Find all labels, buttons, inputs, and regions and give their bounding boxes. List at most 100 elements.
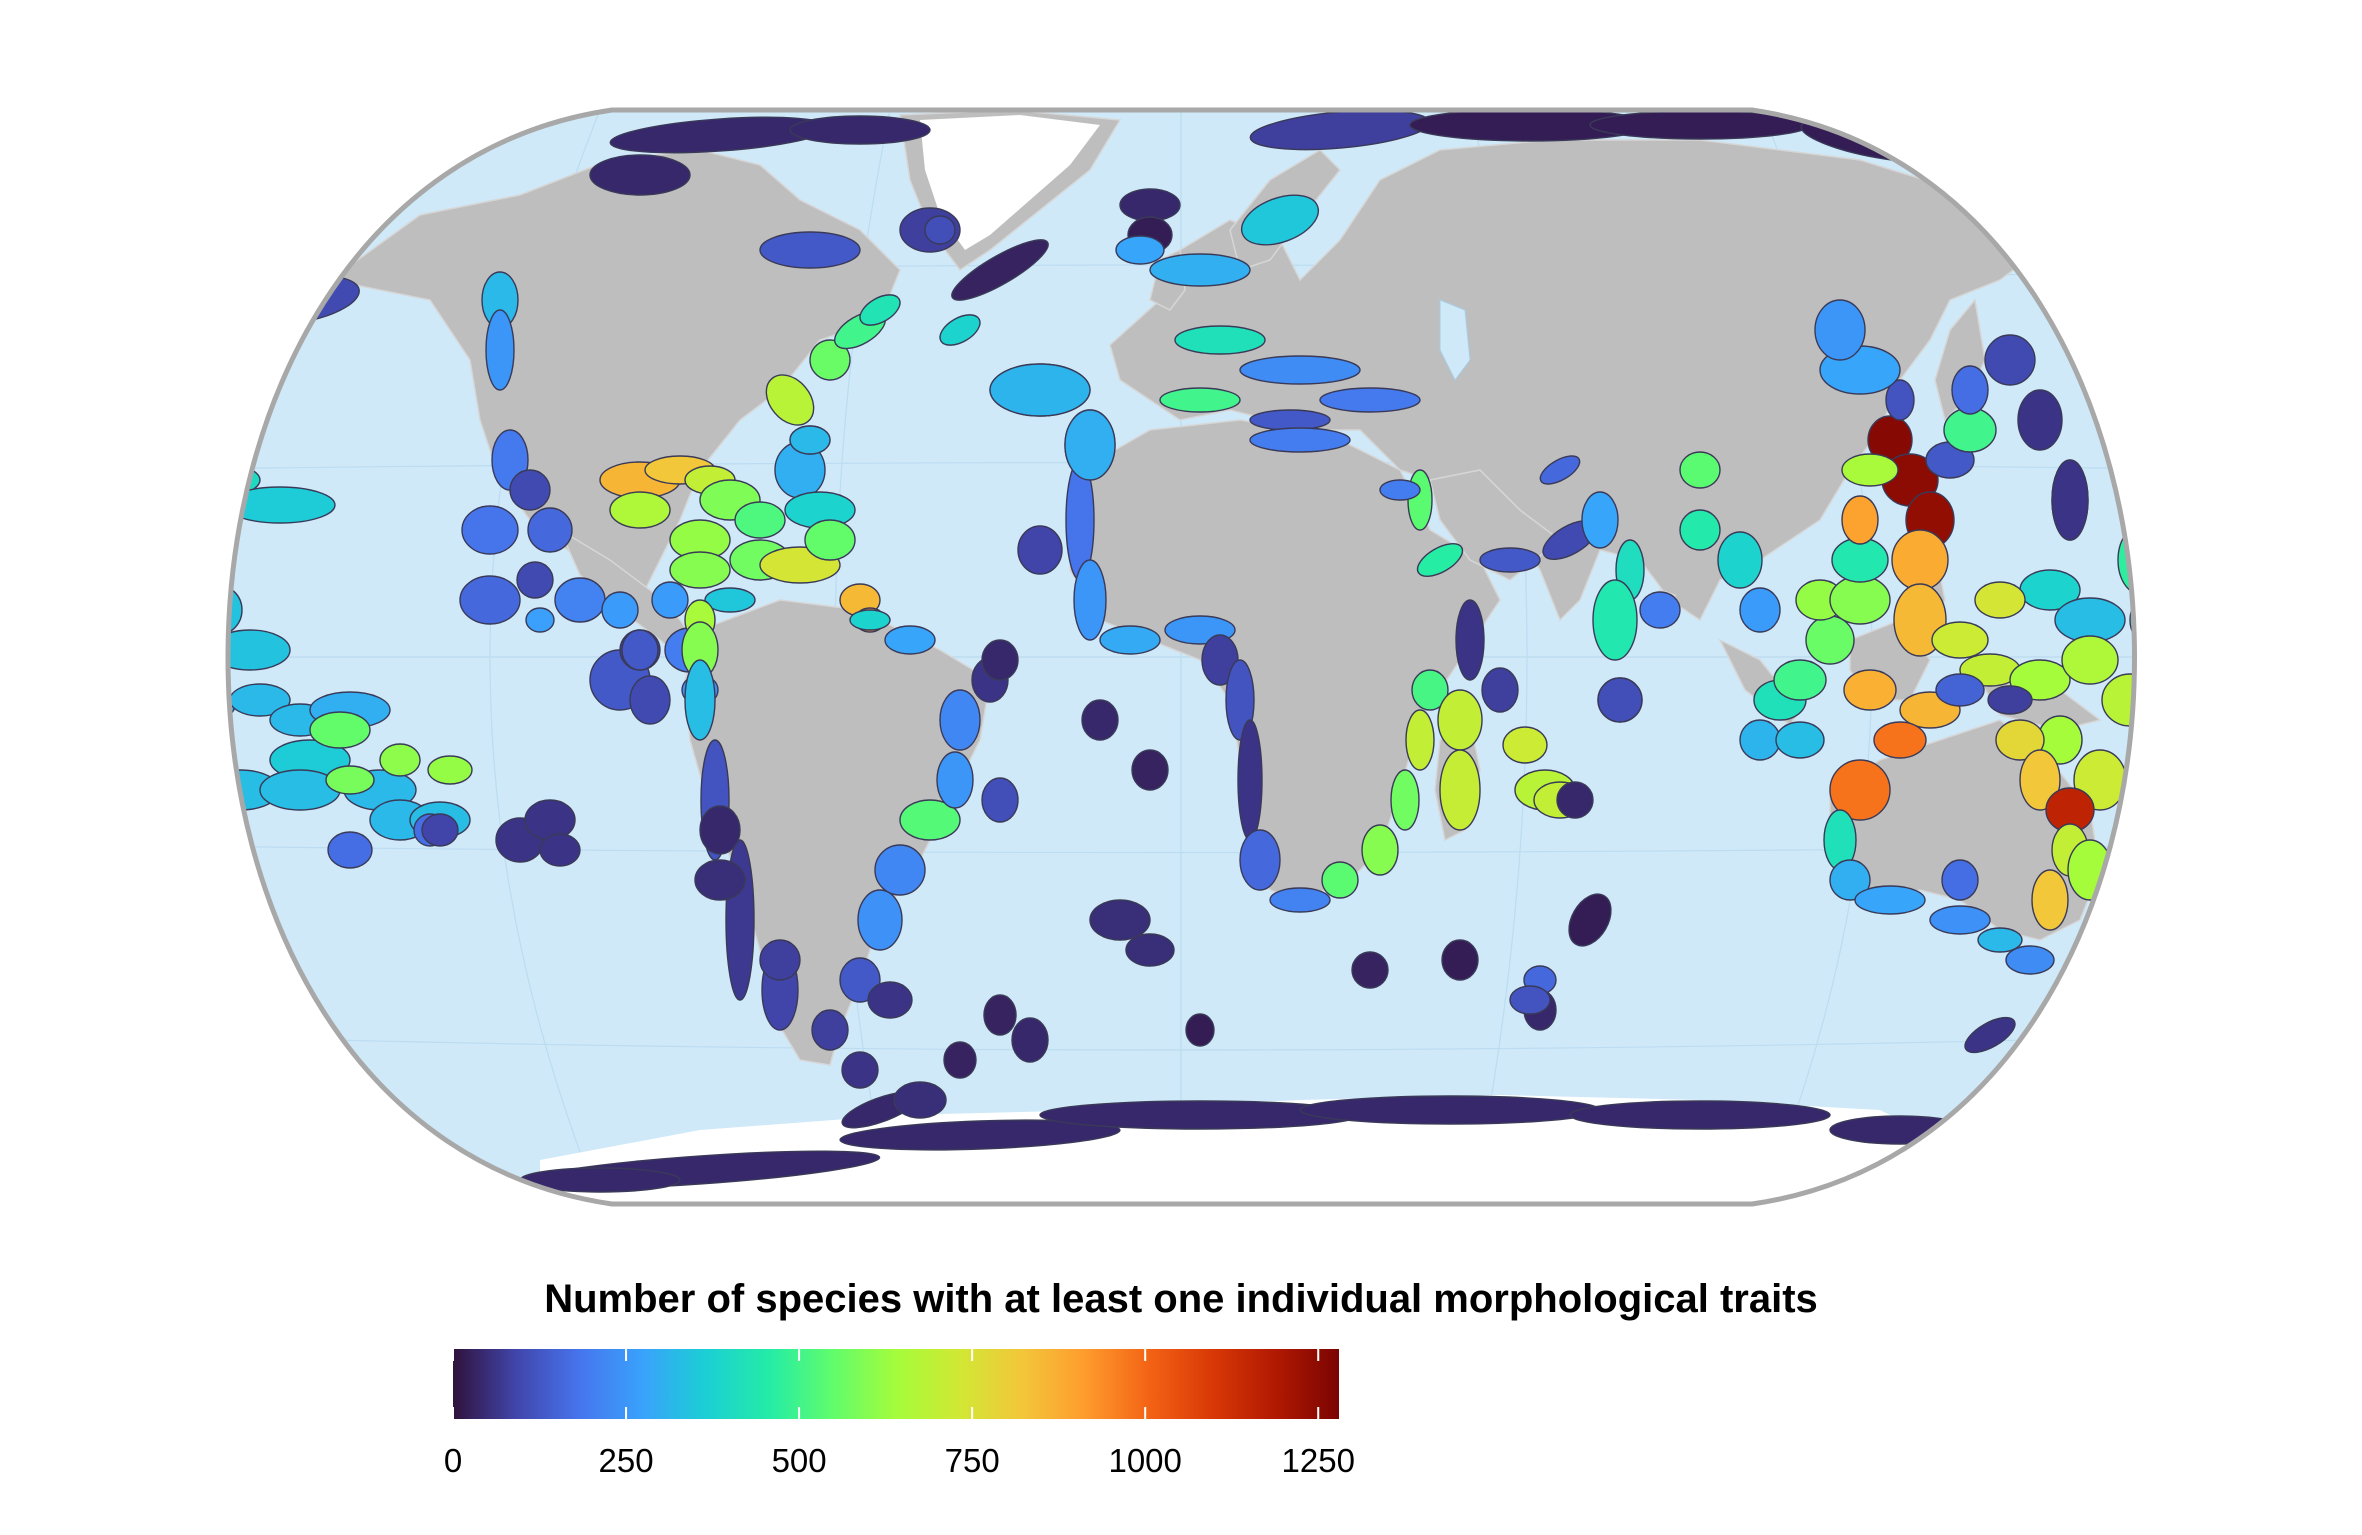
ecoregion-polygon xyxy=(1239,355,1361,385)
ecoregion-polygon xyxy=(1502,726,1548,764)
ecoregion-polygon xyxy=(485,309,515,391)
ecoregion-polygon xyxy=(874,844,926,896)
ecoregion-polygon xyxy=(989,363,1091,417)
ecoregion-polygon xyxy=(924,215,956,245)
ecoregion-polygon xyxy=(2138,776,2182,824)
ecoregion-polygon xyxy=(2164,708,2216,752)
ecoregion-polygon xyxy=(1987,685,2033,715)
colorbar-tick-label: 500 xyxy=(772,1442,827,1479)
ecoregion-polygon xyxy=(839,1119,1121,1151)
ecoregion-polygon xyxy=(160,696,200,724)
ecoregion-polygon xyxy=(1089,899,1151,941)
ecoregion-polygon xyxy=(694,859,746,901)
ecoregion-polygon xyxy=(1597,677,1643,723)
ecoregion-polygon xyxy=(1539,455,1581,485)
ecoregion-polygon xyxy=(981,777,1019,823)
colorbar-tick-label: 750 xyxy=(945,1442,1000,1479)
ecoregion-polygon xyxy=(379,743,421,777)
ecoregion-polygon xyxy=(943,1041,977,1079)
ecoregion-polygon xyxy=(2061,635,2119,685)
ecoregion-polygon xyxy=(1775,721,1825,759)
ecoregion-polygon xyxy=(1964,1016,2016,1054)
ecoregion-polygon xyxy=(1099,625,1161,655)
ecoregion-polygon xyxy=(427,755,473,785)
ecoregion-polygon xyxy=(1481,667,1519,713)
ecoregion-polygon xyxy=(1931,621,1989,659)
ecoregion-polygon xyxy=(1351,951,1389,989)
ecoregion-polygon xyxy=(1995,719,2045,761)
ecoregion-polygon xyxy=(981,639,1019,681)
ecoregion-polygon xyxy=(1379,479,1421,501)
ecoregion-polygon xyxy=(1125,933,1175,967)
ecoregion-polygon xyxy=(589,154,691,196)
ecoregion-polygon xyxy=(1773,659,1827,701)
ecoregion-polygon xyxy=(2180,844,2220,876)
ecoregion-polygon xyxy=(1941,859,1979,901)
ecoregion-polygon xyxy=(609,491,671,529)
ecoregion-polygon xyxy=(1829,575,1891,625)
ecoregion-polygon xyxy=(939,314,981,346)
ecoregion-polygon xyxy=(951,239,1049,301)
colorbar-tick-label: 1000 xyxy=(1108,1442,1181,1479)
ecoregion-polygon xyxy=(509,469,551,511)
ecoregions xyxy=(130,110,2230,1193)
ecoregion-polygon xyxy=(327,831,373,869)
ecoregion-polygon xyxy=(160,518,200,562)
ecoregion-polygon xyxy=(1974,581,2026,619)
ecoregion-polygon xyxy=(759,231,861,269)
ecoregion-polygon xyxy=(1592,579,1638,661)
ecoregion-polygon xyxy=(1321,861,1359,899)
ecoregion-polygon xyxy=(859,294,901,326)
ecoregion-polygon xyxy=(2032,175,2108,265)
ecoregion-polygon xyxy=(1509,985,1551,1015)
ecoregion-polygon xyxy=(228,629,291,671)
ecoregion-polygon xyxy=(459,575,521,625)
ecoregion-polygon xyxy=(309,711,371,749)
ecoregion-polygon xyxy=(789,425,831,455)
ecoregion-polygon xyxy=(1081,699,1119,741)
ecoregion-polygon xyxy=(1319,387,1421,413)
ecoregion-polygon xyxy=(789,115,931,145)
ecoregion-polygon xyxy=(1951,365,1989,415)
ecoregion-polygon xyxy=(1131,749,1169,791)
ecoregion-polygon xyxy=(1439,749,1481,831)
ecoregion-polygon xyxy=(1829,759,1891,821)
ecoregion-polygon xyxy=(1017,525,1063,575)
ecoregion-polygon xyxy=(130,652,210,688)
ecoregion-polygon xyxy=(734,501,786,539)
ecoregion-polygon xyxy=(1829,859,1871,901)
ecoregion-polygon xyxy=(1854,885,1926,915)
ecoregion-polygon xyxy=(2031,869,2069,931)
ecoregion-polygon xyxy=(2170,654,2230,706)
ecoregion-polygon xyxy=(1249,427,1351,453)
ecoregion-polygon xyxy=(983,994,1017,1036)
ecoregion-polygon xyxy=(1269,887,1331,913)
ecoregion-polygon xyxy=(2129,589,2135,651)
legend-title: Number of species with at least one indi… xyxy=(544,1277,1818,1321)
ecoregion-polygon xyxy=(539,833,581,867)
ecoregion-polygon xyxy=(867,981,913,1019)
ecoregion-polygon xyxy=(525,607,555,633)
new-zealand xyxy=(2118,878,2135,971)
ecoregion-polygon xyxy=(1829,1115,1971,1145)
ecoregion-polygon xyxy=(1639,591,1681,629)
ecoregion-polygon xyxy=(1185,1013,1215,1047)
ecoregion-polygon xyxy=(1239,829,1281,891)
colorbar-ticks: 0 250 500 750 1000 1250 xyxy=(444,1349,1355,1479)
ecoregion-polygon xyxy=(601,591,639,629)
ecoregion-polygon xyxy=(1841,495,1879,545)
ecoregion-polygon xyxy=(1437,689,1483,751)
ecoregion-polygon xyxy=(1225,659,1255,741)
ecoregion-polygon xyxy=(1405,709,1435,771)
ecoregion-polygon xyxy=(893,1081,947,1119)
ecoregion-polygon xyxy=(2132,857,2188,903)
ecoregion-polygon xyxy=(936,751,974,809)
ecoregion-polygon xyxy=(884,625,936,655)
ecoregion-polygon xyxy=(1935,673,1985,707)
ecoregion-polygon xyxy=(2109,179,2135,241)
ecoregion-polygon xyxy=(1411,669,1449,711)
ecoregion-polygon xyxy=(228,486,336,524)
colorbar-tick-label: 1250 xyxy=(1282,1442,1355,1479)
ecoregion-polygon xyxy=(1064,409,1116,481)
